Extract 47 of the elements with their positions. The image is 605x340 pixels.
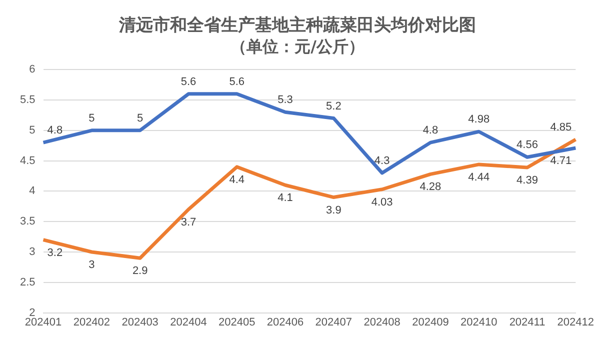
data-label: 3.2 [47,246,63,259]
x-tick-label: 202412 [557,316,594,328]
chart-title: 清远市和全省生产基地主种蔬菜田头均价对比图 [118,16,476,36]
data-label: 3 [88,259,95,272]
y-tick-label: 5 [29,124,36,136]
x-tick-label: 202410 [460,316,498,328]
data-label: 4.44 [468,171,490,184]
data-label: 4.4 [229,174,245,186]
x-tick-label: 202404 [170,316,207,328]
data-label: 3.7 [180,216,196,228]
y-tick-label: 4.5 [20,154,36,167]
data-label: 5.3 [278,94,293,106]
data-label: 4.8 [47,124,63,137]
x-tick-label: 202407 [315,316,352,328]
y-tick-label: 3 [29,246,36,258]
x-tick-label: 202401 [24,316,62,328]
data-label: 4.28 [420,181,442,194]
data-label: 4.71 [550,155,572,168]
data-label: 5 [88,112,95,124]
y-tick-label: 6 [29,64,36,76]
data-label: 5.6 [229,76,245,88]
data-label: 4.8 [422,124,438,137]
y-tick-label: 5.5 [20,94,36,106]
data-label: 4.39 [516,174,538,187]
x-tick-label: 202409 [412,316,449,328]
data-label: 5.6 [180,76,196,88]
data-label: 4.03 [371,196,393,208]
x-tick-label: 202408 [364,316,400,328]
data-label: 5 [137,112,144,124]
data-label: 3.9 [326,204,342,216]
data-label: 4.1 [278,192,293,204]
y-tick-label: 4 [29,185,36,198]
data-label: 4.85 [550,122,572,134]
data-label: 4.98 [468,114,490,126]
y-tick-label: 2 [29,306,36,319]
data-label: 2.9 [132,265,148,278]
data-label: 5.2 [326,100,342,112]
y-tick-label: 3.5 [20,216,36,228]
data-label: 4.56 [516,139,538,152]
x-tick-label: 202406 [266,316,304,328]
x-tick-label: 202403 [122,316,158,328]
chart-subtitle: （单位：元/公斤） [230,37,364,56]
x-tick-label: 202402 [73,316,110,328]
y-tick-label: 2.5 [20,276,36,288]
x-tick-label: 202411 [509,316,546,328]
x-tick-label: 202405 [218,316,256,328]
data-label: 4.3 [374,154,390,167]
